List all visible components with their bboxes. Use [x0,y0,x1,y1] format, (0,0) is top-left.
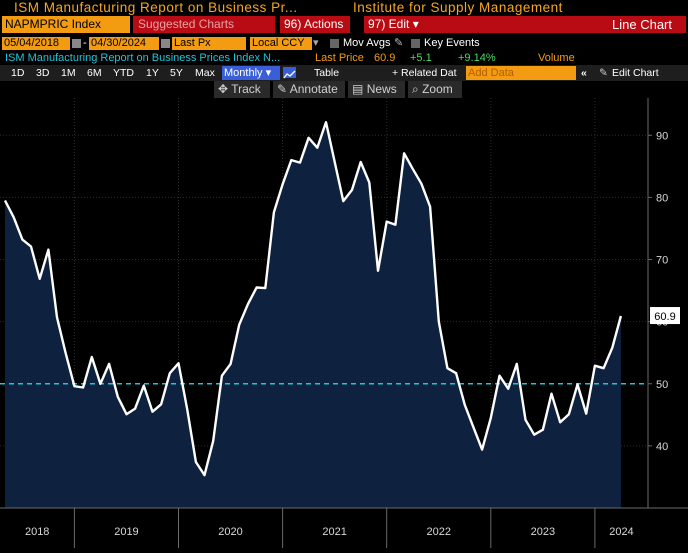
track-tool[interactable]: ✥ Track [214,81,270,98]
frequency-label: Monthly [224,67,263,79]
pencil-icon[interactable]: ✎ [599,67,608,79]
x-tick-label: 2024 [609,526,633,538]
series-name: ISM Manufacturing Report on Business Pri… [5,52,281,64]
change-value: +5.1 [410,52,432,64]
edit-chart-button[interactable]: Edit Chart [612,67,659,79]
period-button[interactable]: YTD [113,67,134,79]
news-icon: ▤ [352,82,364,96]
x-tick-label: 2022 [427,526,451,538]
calendar-icon[interactable] [161,39,170,48]
actions-menu[interactable]: 96) Actions ▾ [280,16,350,48]
add-data-input[interactable]: Add Data [466,66,576,80]
range-separator: - [83,37,87,49]
mov-avgs-checkbox[interactable] [330,39,339,48]
y-tick-label: 80 [656,192,668,204]
news-label: News [366,82,397,96]
suggested-charts-button[interactable]: Suggested Charts [133,16,275,33]
chart-tools: ✥ Track ✎ Annotate ▤ News ⌕ Zoom [0,81,688,98]
period-bar: 1D 3D 1M 6M YTD 1Y 5Y Max Monthly ▾ Tabl… [0,65,688,81]
change-percent: +9.14% [458,52,496,64]
calendar-icon[interactable] [72,39,81,48]
y-tick-label: 70 [656,255,668,267]
y-tick-label: 50 [656,379,668,391]
chevron-down-icon[interactable]: ▾ [313,37,319,49]
pencil-icon[interactable]: ✎ [394,37,404,49]
track-label: Track [231,82,261,96]
volume-label: Volume [538,52,575,64]
currency-selector[interactable]: Local CCY [250,37,312,50]
last-value-box [650,307,680,325]
last-price-label: Last Price [315,52,364,64]
chart-area[interactable]: 40506070809060.9201820192020202120222023… [0,98,688,548]
x-tick-label: 2020 [218,526,242,538]
collapse-icon[interactable]: « [581,67,587,79]
annotate-label: Annotate [289,82,338,96]
period-button[interactable]: 6M [87,67,102,79]
command-bar: NAPMPRIC Index Suggested Charts 96) Acti… [0,15,688,48]
last-price-value: 60.9 [374,52,396,64]
table-button[interactable]: Table [314,67,340,79]
chevron-down-icon: ▾ [265,67,272,79]
legend-row: ISM Manufacturing Report on Business Pri… [0,51,688,65]
zoom-tool[interactable]: ⌕ Zoom [408,81,462,98]
price-chart[interactable]: 40506070809060.9201820192020202120222023… [0,98,688,548]
news-tool[interactable]: ▤ News [348,81,405,98]
period-button[interactable]: 1D [11,67,25,79]
pencil-icon: ✎ [277,82,288,96]
title-bar: ISM Manufacturing Report on Business Pr.… [0,0,688,15]
mov-avgs-label: Mov Avgs [343,37,391,49]
period-button[interactable]: Max [195,67,215,79]
search-icon: ⌕ [412,82,419,96]
y-tick-label: 40 [656,441,668,453]
start-date-field[interactable]: 05/04/2018 [2,37,70,50]
period-button[interactable]: 1Y [146,67,159,79]
key-events-label: Key Events [424,37,480,49]
edit-menu[interactable]: 97) Edit ▾ [364,16,420,33]
last-value-label: 60.9 [654,311,675,323]
key-events-checkbox[interactable] [411,39,420,48]
ticker-field[interactable]: NAPMPRIC Index [2,16,130,33]
zoom-label: Zoom [422,82,453,96]
security-source: Institute for Supply Management [353,0,563,15]
x-tick-label: 2023 [531,526,555,538]
series-line [3,121,623,477]
period-button[interactable]: 3D [36,67,50,79]
field-selector[interactable]: Last Px [172,37,246,50]
annotate-tool[interactable]: ✎ Annotate [273,81,345,98]
period-button[interactable]: 5Y [170,67,183,79]
end-date-field[interactable]: 04/30/2024 [89,37,159,50]
suggested-charts-label: Suggested Charts [138,17,235,31]
related-data-button[interactable]: + Related Dat [392,67,457,79]
line-chart-icon[interactable] [283,67,296,79]
period-button[interactable]: 1M [61,67,76,79]
x-tick-label: 2021 [322,526,346,538]
date-range-bar: 05/04/2018 - 04/30/2024 Last Px Local CC… [0,36,688,51]
x-tick-label: 2018 [25,526,49,538]
x-tick-label: 2019 [114,526,138,538]
security-title: ISM Manufacturing Report on Business Pr.… [14,0,298,15]
chart-type-label[interactable]: Line Chart [420,16,686,33]
crosshair-icon: ✥ [218,82,229,96]
y-tick-label: 90 [656,130,668,142]
frequency-selector[interactable]: Monthly ▾ [222,66,280,80]
